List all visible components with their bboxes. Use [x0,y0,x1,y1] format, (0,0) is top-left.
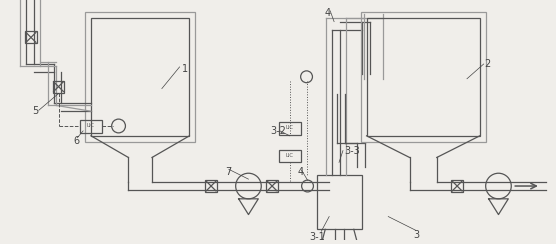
Bar [317,175,361,229]
Bar [366,18,480,136]
Bar [451,180,463,192]
Text: 6: 6 [73,136,80,146]
Bar [91,18,190,136]
Text: 4: 4 [297,167,304,177]
Text: 3-3: 3-3 [344,146,360,156]
Bar [53,81,64,92]
Text: LIC: LIC [87,123,95,129]
Text: 2: 2 [485,59,491,69]
Text: 3-2: 3-2 [270,126,286,136]
Bar [266,180,278,192]
Bar [25,31,37,43]
Bar [80,120,102,133]
Bar [85,12,195,142]
Bar [361,12,486,142]
Text: 4: 4 [324,8,330,18]
Text: 3: 3 [413,230,419,240]
Text: 7: 7 [225,167,231,177]
Text: LIC: LIC [286,153,294,158]
Text: 1: 1 [182,64,188,74]
Bar [205,180,217,192]
Text: LIC: LIC [286,125,294,131]
Bar [279,150,301,163]
Bar [279,122,301,135]
Text: 5: 5 [32,106,38,116]
Text: 3-1: 3-1 [310,232,325,242]
